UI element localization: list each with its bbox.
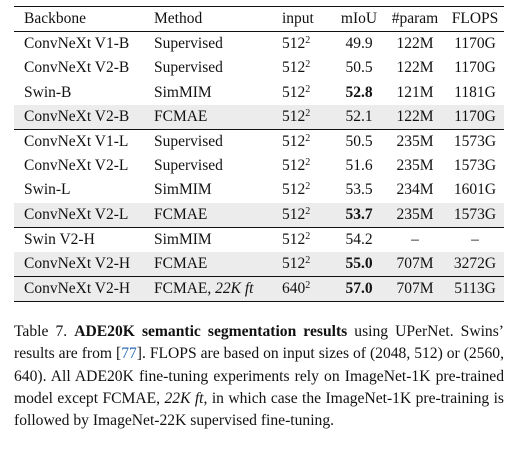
cell-flops: 1170G — [454, 35, 496, 53]
cell-input: 5122 — [282, 104, 334, 130]
cell-method: FCMAE — [154, 251, 282, 277]
cell-method: Supervised — [154, 157, 223, 175]
cell-miou: 51.6 — [345, 157, 373, 175]
cell-method: SimMIM — [154, 83, 212, 101]
header-param: #param — [391, 10, 439, 28]
caption-italic: 22K ft — [164, 389, 204, 407]
cell-input: 5122 — [282, 251, 334, 277]
cell-param: 235M — [396, 157, 434, 175]
caption-text: , in which case the ImageNet-1K pre-trai… — [14, 389, 505, 430]
table-row: ConvNeXt V1-B Supervised 5122 49.9 122M … — [14, 32, 504, 57]
header-method: Method — [154, 10, 203, 28]
cell-method: SimMIM — [154, 181, 212, 199]
cell-miou: 54.2 — [345, 230, 373, 248]
cell-backbone: ConvNeXt V2-H — [14, 276, 154, 302]
table-row: ConvNeXt V2-B Supervised 5122 50.5 122M … — [14, 56, 504, 80]
cell-input: 5122 — [282, 133, 311, 151]
cell-method: FCMAE — [154, 202, 282, 228]
cell-miou-best: 52.8 — [345, 83, 373, 101]
cell-backbone: Swin-B — [24, 83, 72, 101]
cell-input: 6402 — [282, 276, 334, 302]
header-input: input — [282, 10, 314, 28]
table-row-highlighted: ConvNeXt V2-B FCMAE 5122 52.1 122M 1170G — [14, 104, 504, 130]
cell-flops: 1181G — [454, 83, 496, 101]
cell-backbone: ConvNeXt V2-L — [14, 202, 154, 228]
caption-title: ADE20K semantic segmentation results — [74, 323, 348, 340]
table-group-22k: ConvNeXt V2-H FCMAE, 22K ft 6402 57.0 70… — [14, 276, 504, 302]
cell-miou: 53.5 — [345, 181, 373, 199]
cell-input: 5122 — [282, 181, 311, 199]
cell-input: 5122 — [282, 35, 311, 53]
cell-param: 234M — [396, 181, 434, 199]
header-miou: mIoU — [340, 10, 378, 28]
cell-miou: 49.9 — [345, 35, 373, 53]
cell-backbone: ConvNeXt V2-B — [14, 104, 154, 130]
cell-backbone: ConvNeXt V1-B — [24, 35, 130, 53]
cell-param: 235M — [396, 133, 434, 151]
results-table-container: Backbone Method input mIoU #param FLOPS … — [14, 6, 504, 303]
cell-method: SimMIM — [154, 230, 212, 248]
cell-miou-best: 53.7 — [334, 202, 384, 228]
table-row-highlighted: ConvNeXt V2-H FCMAE, 22K ft 6402 57.0 70… — [14, 276, 504, 302]
cell-flops: 5113G — [446, 276, 504, 302]
cell-param: 122M — [384, 104, 446, 130]
method-italic-note: 22K ft — [215, 280, 254, 298]
cell-miou: 52.1 — [334, 104, 384, 130]
cell-method: Supervised — [154, 133, 223, 151]
cell-backbone: ConvNeXt V2-L — [24, 157, 129, 175]
cell-param: – — [411, 230, 419, 248]
cell-param: 121M — [396, 83, 434, 101]
cell-input: 5122 — [282, 230, 311, 248]
cell-param: 707M — [384, 251, 446, 277]
cell-method: Supervised — [154, 35, 223, 53]
caption-label: Table 7. — [14, 323, 68, 340]
cell-flops: 1573G — [453, 157, 497, 175]
cell-backbone: ConvNeXt V2-H — [14, 251, 154, 277]
cell-backbone: Swin V2-H — [24, 230, 95, 248]
cell-param: 122M — [396, 35, 434, 53]
cell-flops: 1170G — [446, 104, 504, 130]
results-table: Backbone Method input mIoU #param FLOPS … — [14, 6, 504, 303]
cell-flops: 1170G — [454, 59, 496, 77]
cell-flops: – — [471, 230, 479, 248]
cell-flops: 3272G — [446, 251, 504, 277]
cell-flops: 1573G — [453, 133, 497, 151]
cell-param: 707M — [384, 276, 446, 302]
cell-backbone: ConvNeXt V2-B — [24, 59, 130, 77]
cell-method: Supervised — [154, 59, 223, 77]
table-row: ConvNeXt V2-L Supervised 5122 51.6 235M … — [14, 154, 504, 178]
citation-link[interactable]: 77 — [121, 345, 137, 363]
cell-input: 5122 — [282, 202, 334, 228]
table-row: Swin-L SimMIM 5122 53.5 234M 1601G — [14, 178, 504, 202]
table-row-highlighted: ConvNeXt V2-H FCMAE 5122 55.0 707M 3272G — [14, 251, 504, 277]
table-row: Swin-B SimMIM 5122 52.8 121M 1181G — [14, 81, 504, 105]
table-caption: Table 7. ADE20K semantic segmentation re… — [14, 321, 504, 432]
table-row-highlighted: ConvNeXt V2-L FCMAE 5122 53.7 235M 1573G — [14, 202, 504, 228]
table-group-huge: Swin V2-H SimMIM 5122 54.2 – – ConvNeXt … — [14, 227, 504, 277]
cell-method: FCMAE, 22K ft — [154, 276, 282, 302]
table-header-row: Backbone Method input mIoU #param FLOPS — [14, 6, 504, 32]
cell-param: 235M — [384, 202, 446, 228]
cell-flops: 1601G — [453, 181, 497, 199]
cell-method: FCMAE — [154, 104, 282, 130]
caption-text: ]. FLOPS are based on input sizes of (20… — [14, 345, 505, 407]
cell-miou-best: 55.0 — [334, 251, 384, 277]
header-backbone: Backbone — [24, 10, 86, 28]
cell-input: 5122 — [282, 59, 311, 77]
cell-input: 5122 — [282, 157, 311, 175]
cell-miou: 50.5 — [345, 59, 373, 77]
cell-miou-best: 57.0 — [334, 276, 384, 302]
cell-input: 5122 — [282, 83, 311, 101]
table-row: Swin V2-H SimMIM 5122 54.2 – – — [14, 227, 504, 252]
caption-text: using UPerNet. Swins’ results are from [ — [14, 323, 504, 363]
table-group-large: ConvNeXt V1-L Supervised 5122 50.5 235M … — [14, 129, 504, 228]
cell-param: 122M — [396, 59, 434, 77]
cell-miou: 50.5 — [345, 133, 373, 151]
table-row: ConvNeXt V1-L Supervised 5122 50.5 235M … — [14, 129, 504, 154]
cell-backbone: Swin-L — [24, 181, 71, 199]
header-flops: FLOPS — [451, 10, 499, 28]
table-group-base: ConvNeXt V1-B Supervised 5122 49.9 122M … — [14, 32, 504, 130]
cell-flops: 1573G — [446, 202, 504, 228]
cell-backbone: ConvNeXt V1-L — [24, 133, 129, 151]
